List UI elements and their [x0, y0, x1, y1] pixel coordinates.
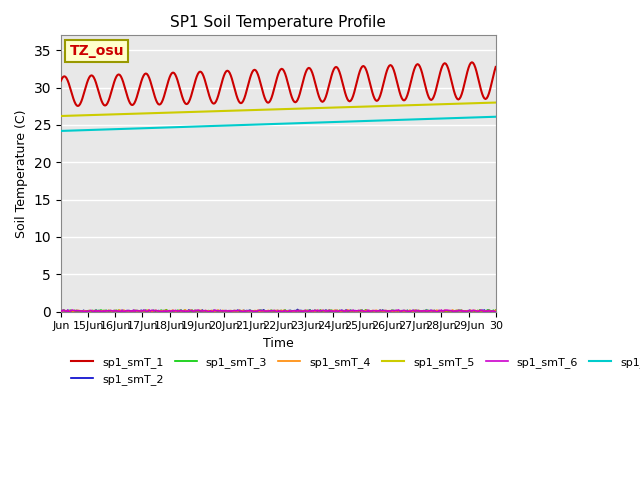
sp1_smT_7	[236, 122, 244, 128]
sp1_smT_5	[95, 112, 103, 118]
sp1_smT_6	[95, 309, 103, 314]
sp1_smT_2	[294, 307, 301, 312]
sp1_smT_3	[362, 307, 369, 313]
sp1_smT_1	[57, 78, 65, 84]
Line: sp1_smT_1: sp1_smT_1	[61, 62, 496, 106]
sp1_smT_7	[57, 128, 65, 134]
sp1_smT_7	[287, 120, 294, 126]
sp1_smT_2	[287, 308, 294, 313]
sp1_smT_1	[492, 64, 500, 70]
Line: sp1_smT_7: sp1_smT_7	[61, 117, 496, 131]
sp1_smT_4	[432, 309, 440, 315]
Line: sp1_smT_6: sp1_smT_6	[61, 310, 496, 312]
sp1_smT_3	[347, 307, 355, 313]
sp1_smT_4	[347, 308, 355, 314]
sp1_smT_7	[95, 127, 103, 132]
sp1_smT_4	[288, 308, 296, 314]
sp1_smT_5	[492, 100, 500, 106]
sp1_smT_3	[237, 309, 244, 315]
sp1_smT_5	[67, 113, 75, 119]
sp1_smT_2	[347, 308, 355, 313]
sp1_smT_2	[362, 308, 369, 314]
sp1_smT_3	[67, 308, 75, 313]
sp1_smT_3	[57, 308, 65, 314]
sp1_smT_2	[236, 309, 244, 314]
sp1_smT_3	[492, 307, 500, 313]
Line: sp1_smT_2: sp1_smT_2	[61, 310, 496, 312]
sp1_smT_2	[354, 309, 362, 315]
sp1_smT_4	[95, 308, 103, 314]
sp1_smT_6	[57, 308, 65, 313]
sp1_smT_6	[67, 308, 75, 313]
sp1_smT_5	[360, 104, 367, 109]
sp1_smT_1	[237, 100, 244, 106]
sp1_smT_1	[288, 95, 296, 100]
Y-axis label: Soil Temperature (C): Soil Temperature (C)	[15, 109, 28, 238]
sp1_smT_1	[67, 88, 75, 94]
sp1_smT_2	[492, 308, 500, 314]
sp1_smT_1	[347, 98, 355, 104]
sp1_smT_3	[353, 309, 360, 315]
sp1_smT_7	[67, 128, 75, 133]
sp1_smT_6	[236, 308, 244, 313]
sp1_smT_4	[57, 308, 65, 313]
sp1_smT_3	[288, 308, 296, 314]
sp1_smT_5	[287, 106, 294, 112]
sp1_smT_7	[360, 118, 367, 124]
sp1_smT_4	[182, 307, 189, 313]
sp1_smT_2	[67, 308, 75, 313]
Line: sp1_smT_4: sp1_smT_4	[61, 310, 496, 312]
sp1_smT_2	[57, 308, 65, 313]
sp1_smT_3	[163, 307, 170, 312]
Title: SP1 Soil Temperature Profile: SP1 Soil Temperature Profile	[170, 15, 387, 30]
Line: sp1_smT_5: sp1_smT_5	[61, 103, 496, 116]
sp1_smT_5	[346, 104, 353, 110]
sp1_smT_3	[95, 308, 103, 314]
X-axis label: Time: Time	[263, 337, 294, 350]
sp1_smT_5	[57, 113, 65, 119]
sp1_smT_1	[97, 95, 104, 101]
sp1_smT_4	[237, 308, 244, 314]
sp1_smT_1	[360, 64, 368, 70]
Text: TZ_osu: TZ_osu	[70, 44, 124, 58]
sp1_smT_2	[95, 308, 103, 313]
sp1_smT_7	[492, 114, 500, 120]
sp1_smT_1	[74, 103, 82, 109]
sp1_smT_6	[287, 309, 294, 314]
sp1_smT_6	[360, 308, 367, 314]
sp1_smT_4	[492, 307, 500, 313]
sp1_smT_6	[394, 307, 402, 313]
Line: sp1_smT_3: sp1_smT_3	[61, 310, 496, 312]
sp1_smT_7	[346, 119, 353, 124]
sp1_smT_6	[346, 308, 353, 313]
sp1_smT_6	[492, 309, 500, 315]
sp1_smT_4	[67, 308, 75, 313]
sp1_smT_5	[236, 108, 244, 113]
sp1_smT_1	[468, 60, 476, 65]
sp1_smT_4	[360, 308, 368, 314]
Legend: sp1_smT_1, sp1_smT_2, sp1_smT_3, sp1_smT_4, sp1_smT_5, sp1_smT_6, sp1_smT_7: sp1_smT_1, sp1_smT_2, sp1_smT_3, sp1_smT…	[67, 353, 640, 389]
